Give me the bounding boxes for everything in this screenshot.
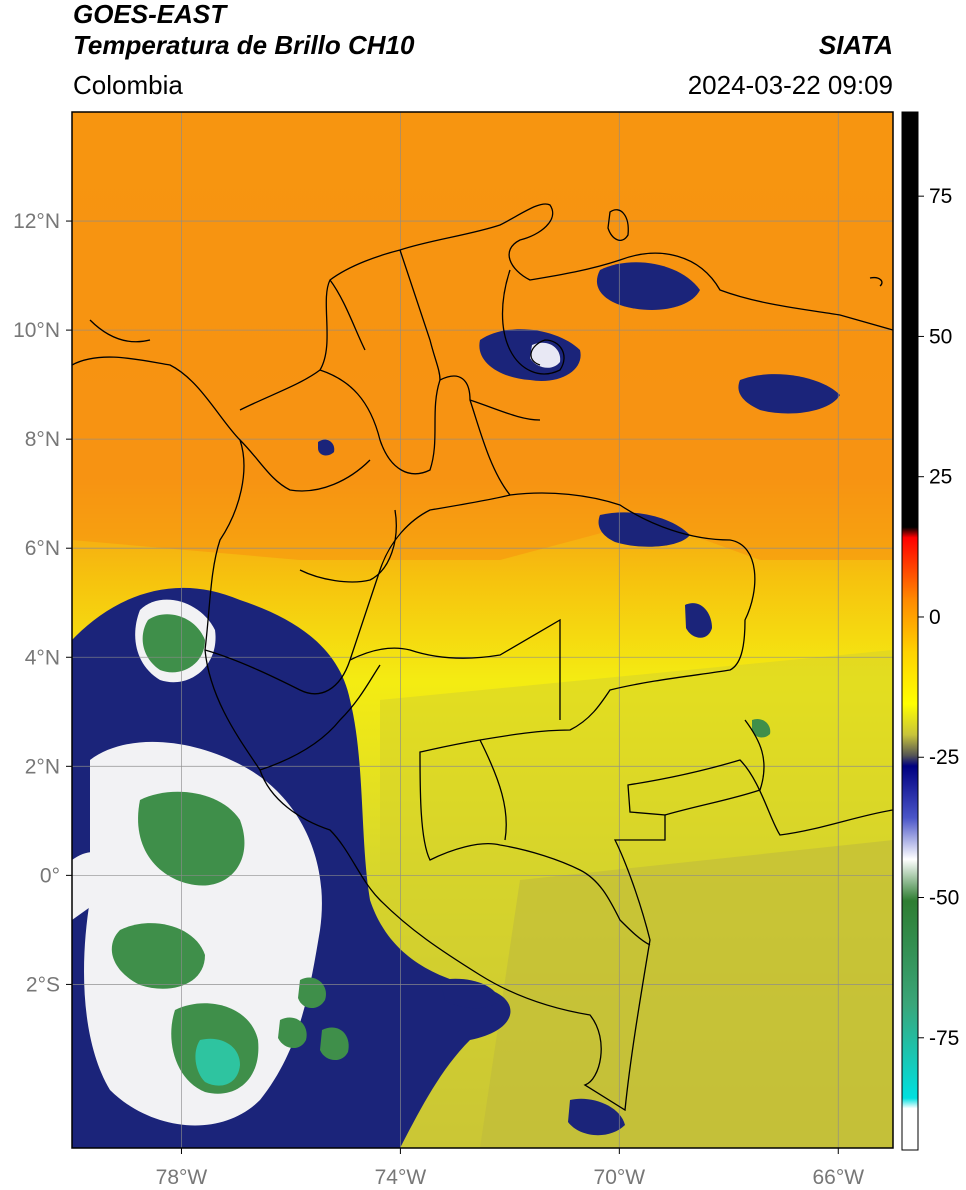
lat-tick-label: 6°N xyxy=(25,537,60,560)
lon-tick-label: 78°W xyxy=(156,1166,208,1189)
lat-tick-label: 10°N xyxy=(13,319,60,342)
lat-tick-label: 12°N xyxy=(13,210,60,233)
lat-tick-label: 0° xyxy=(40,864,60,887)
colorbar-tick-label: 0 xyxy=(929,606,941,629)
map-frame xyxy=(71,111,894,1149)
title-satellite: GOES-EAST xyxy=(73,0,227,29)
colorbar-ticks: 75 50 25 0 -25 -50 -75 xyxy=(918,185,959,1050)
colorbar-tick-label: 50 xyxy=(929,325,952,348)
country-borders xyxy=(72,203,893,1112)
colorbar-tick-label: -75 xyxy=(929,1027,959,1050)
colorbar-tick-label: 25 xyxy=(929,466,952,489)
colorbar-tick-label: -25 xyxy=(929,746,959,769)
lat-tick-label: 4°N xyxy=(25,646,60,669)
lat-tick-label: 2°N xyxy=(25,755,60,778)
lon-tick-label: 74°W xyxy=(375,1166,427,1189)
lat-tick-label: 8°N xyxy=(25,428,60,451)
timestamp-label: 2024-03-22 09:09 xyxy=(687,70,893,100)
lat-tick-label: 2°S xyxy=(26,973,60,996)
colorbar-tick-label: 75 xyxy=(929,185,952,208)
region-label: Colombia xyxy=(73,70,183,100)
lon-tick-label: 70°W xyxy=(594,1166,646,1189)
latitude-ticks: 12°N 10°N 8°N 6°N 4°N 2°N 0° 2°S xyxy=(13,210,72,996)
title-product: Temperatura de Brillo CH10 xyxy=(73,30,415,60)
colorbar-ramp xyxy=(901,111,919,1151)
colorbar: 75 50 25 0 -25 -50 -75 xyxy=(901,111,959,1151)
longitude-ticks: 78°W 74°W 70°W 66°W xyxy=(156,1148,864,1189)
colorbar-tick-label: -50 xyxy=(929,887,959,910)
brightness-temperature-field xyxy=(72,112,893,1148)
brand-label: SIATA xyxy=(818,30,893,60)
lon-tick-label: 66°W xyxy=(812,1166,864,1189)
